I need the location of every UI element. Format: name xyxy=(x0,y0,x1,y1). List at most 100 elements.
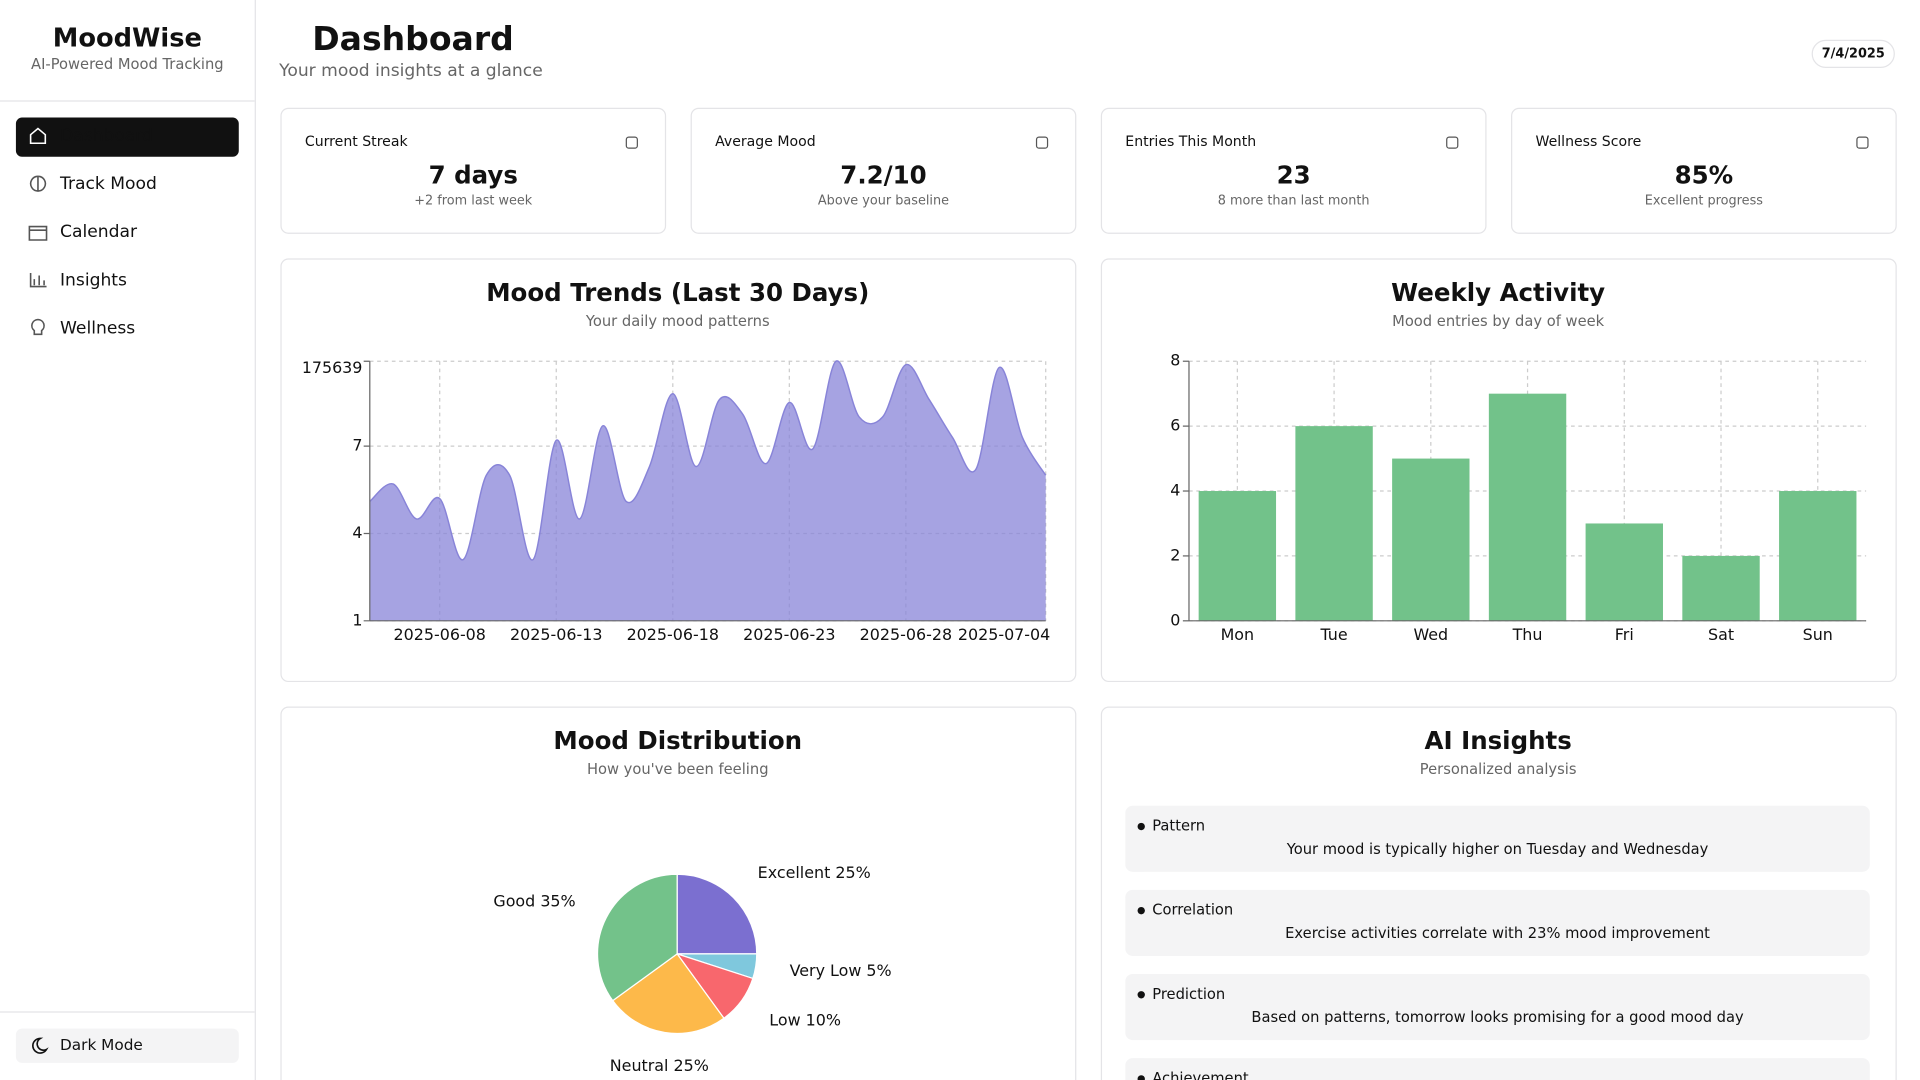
stat-card xyxy=(280,107,667,234)
insight-title: Prediction xyxy=(1152,986,1225,1003)
bar xyxy=(1295,426,1373,621)
stat-value: 7 days xyxy=(429,160,518,189)
nav-icon xyxy=(29,273,47,288)
nav-icon xyxy=(29,175,47,192)
y-tick-label: 9.9175639 xyxy=(276,358,362,377)
stat-card xyxy=(690,107,1077,234)
y-tick-label: 4 xyxy=(352,523,362,542)
insight-box xyxy=(1125,805,1870,872)
stat-label: Average Mood xyxy=(715,134,816,150)
date-pill xyxy=(1811,39,1895,68)
stat-card xyxy=(1100,107,1487,234)
stat-icon xyxy=(1856,136,1869,149)
y-tick-label: 2 xyxy=(1170,545,1180,564)
nav-item[interactable]: Calendar xyxy=(60,222,138,242)
pie-label: Neutral 25% xyxy=(610,1056,709,1075)
insight-bullet xyxy=(1137,1075,1145,1080)
card-title: Mood Trends (Last 30 Days) xyxy=(486,278,869,307)
y-tick-label: 1 xyxy=(352,610,362,629)
stat-note: 8 more than last month xyxy=(1218,193,1370,208)
y-tick-label: 4 xyxy=(1170,481,1180,500)
card-title: AI Insights xyxy=(1425,726,1572,755)
x-tick-label: 2025-06-18 xyxy=(627,625,719,644)
pie-label: Low 10% xyxy=(769,1010,841,1029)
date: 7/4/2025 xyxy=(1822,46,1885,61)
insight-bullet xyxy=(1137,906,1145,915)
bar xyxy=(1585,523,1663,621)
stat-note: +2 from last week xyxy=(414,193,533,208)
nav-item[interactable]: Dashboard xyxy=(60,126,153,146)
insight-bullet xyxy=(1137,822,1145,831)
dark-mode-label[interactable]: Dark Mode xyxy=(60,1036,143,1054)
insight-text: Your mood is typically higher on Tuesday… xyxy=(1286,841,1709,858)
stat-icon xyxy=(625,136,638,149)
x-tick-label: Thu xyxy=(1512,625,1543,644)
bar xyxy=(1682,555,1760,621)
nav-icon xyxy=(31,318,45,336)
x-tick-label: Tue xyxy=(1319,625,1347,644)
x-tick-label: Fri xyxy=(1615,625,1634,644)
y-tick-label: 8 xyxy=(1170,351,1180,370)
card-subtitle: Personalized analysis xyxy=(1420,761,1577,778)
nav-active-bg[interactable] xyxy=(15,117,239,157)
insight-title: Achievement xyxy=(1152,1070,1249,1080)
bar xyxy=(1198,491,1277,621)
x-tick-label: 2025-06-13 xyxy=(510,625,602,644)
pie-label: Good 35% xyxy=(493,892,575,911)
pie-slice xyxy=(611,953,725,1035)
insight-text: Based on patterns, tomorrow looks promis… xyxy=(1251,1009,1744,1026)
stat-note: Excellent progress xyxy=(1645,193,1764,208)
insight-box xyxy=(1125,889,1870,956)
bar xyxy=(1488,393,1567,621)
dark-mode-button[interactable] xyxy=(15,1028,239,1063)
nav-item[interactable]: Wellness xyxy=(60,318,135,338)
card-subtitle: Your daily mood patterns xyxy=(585,313,770,330)
page-title: Dashboard xyxy=(312,19,514,58)
stat-card xyxy=(1511,107,1897,234)
stat-value: 7.2/10 xyxy=(840,160,926,189)
card-title: Mood Distribution xyxy=(553,726,802,755)
card-subtitle: Mood entries by day of week xyxy=(1392,313,1604,330)
stat-icon xyxy=(1446,136,1459,149)
bar xyxy=(1779,491,1857,621)
insight-title: Correlation xyxy=(1152,902,1233,919)
x-tick-label: Wed xyxy=(1413,625,1448,644)
stat-label: Entries This Month xyxy=(1125,134,1256,150)
card-title: Weekly Activity xyxy=(1391,278,1605,307)
insight-text: Exercise activities correlate with 23% m… xyxy=(1285,925,1710,942)
sidebar xyxy=(0,0,255,1080)
x-tick-label: 2025-06-28 xyxy=(860,625,952,644)
x-tick-label: 2025-06-08 xyxy=(393,625,485,644)
card-subtitle: How you've been feeling xyxy=(587,761,769,778)
y-tick-label: 0 xyxy=(1170,610,1180,629)
nav-icon xyxy=(29,127,47,145)
stat-label: Current Streak xyxy=(305,134,409,150)
nav-item[interactable]: Track Mood xyxy=(59,174,157,194)
bar xyxy=(1392,458,1470,621)
y-tick-label: 6 xyxy=(1170,416,1180,435)
nav-icon xyxy=(28,225,48,241)
stat-value: 23 xyxy=(1277,160,1311,189)
tagline: AI-Powered Mood Tracking xyxy=(31,56,224,73)
y-tick-label: 7 xyxy=(352,436,362,455)
pie-label: Very Low 5% xyxy=(790,961,892,980)
pie-label: Excellent 25% xyxy=(758,863,871,882)
trend-plot: 1 4 7 9.9175639 2025-06-08 2025-06-13 2025-06-… xyxy=(276,358,1051,644)
moon-icon xyxy=(32,1037,49,1054)
insight-box xyxy=(1125,973,1870,1041)
x-tick-label: 2025-06-23 xyxy=(743,625,835,644)
stat-icon xyxy=(1035,136,1049,149)
page-subtitle: Your mood insights at a glance xyxy=(278,61,543,81)
nav-item[interactable]: Insights xyxy=(60,270,127,290)
pie-slice xyxy=(676,873,758,955)
x-tick-label: Sun xyxy=(1803,625,1833,644)
stat-label: Wellness Score xyxy=(1536,134,1642,150)
x-tick-label: 2025-07-04 xyxy=(958,625,1050,644)
insight-box xyxy=(1125,1058,1870,1080)
insight-title: Pattern xyxy=(1152,818,1205,835)
stat-value: 85% xyxy=(1675,160,1734,189)
mood-line xyxy=(369,360,1047,561)
brand: MoodWise xyxy=(53,24,202,54)
